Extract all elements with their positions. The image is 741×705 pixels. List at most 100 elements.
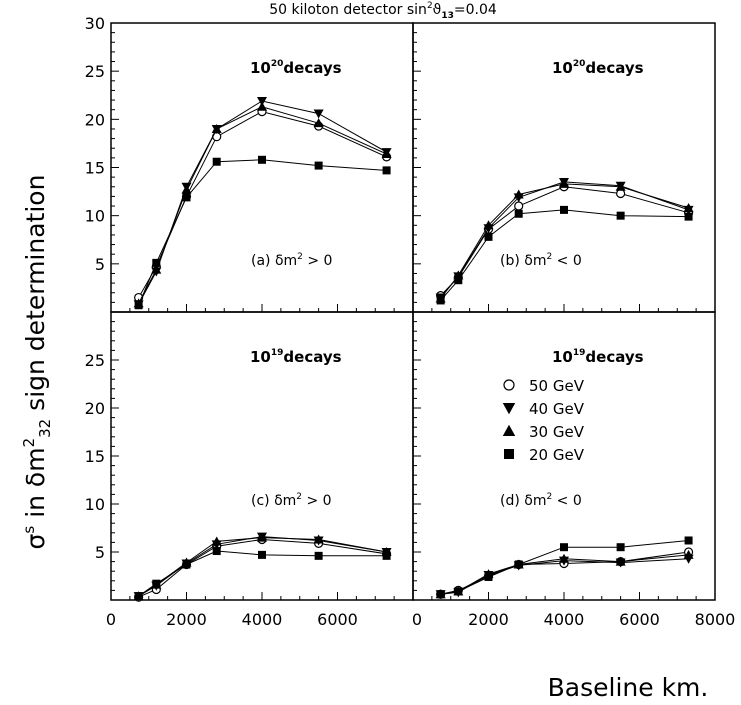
decays-label: 1020decays: [552, 59, 644, 77]
data-point: [616, 211, 625, 220]
y-tick-label: 10: [85, 495, 105, 514]
legend-label: 40 GeV: [529, 400, 585, 418]
series-line: [138, 106, 387, 304]
figure-title: 50 kiloton detector sin2ϑ13=0.04: [269, 1, 497, 21]
legend-entry: 40 GeV: [502, 400, 585, 418]
y-tick-label: 5: [95, 543, 105, 562]
series-40-gev: [133, 97, 392, 310]
data-point: [560, 543, 568, 552]
series-line: [138, 538, 387, 598]
series-line: [138, 100, 387, 305]
y-tick-label: 25: [85, 62, 105, 81]
series-20-gev: [134, 547, 391, 601]
data-point: [454, 587, 463, 596]
x-axis-label: Baseline km.: [548, 673, 709, 702]
data-point: [559, 553, 569, 563]
series-line: [440, 181, 689, 298]
data-point: [257, 97, 267, 107]
series-line: [138, 159, 387, 306]
legend-entry: 30 GeV: [502, 423, 585, 441]
series-20-gev: [436, 205, 693, 305]
series-30-gev: [133, 101, 392, 308]
x-tick-label: 8000: [695, 610, 736, 629]
data-point: [258, 550, 266, 559]
y-tick-label: 5: [95, 255, 105, 274]
y-tick-label: 20: [85, 110, 105, 129]
data-point: [684, 212, 693, 221]
data-point: [182, 560, 191, 569]
data-point: [211, 123, 222, 133]
panel-top-left: 5 10 15 20 25 30 1020decays (a) δm2 > 0: [85, 14, 414, 313]
case-label: (d) δm2 < 0: [500, 492, 582, 509]
series-30-gev: [435, 178, 694, 303]
y-tick-label: 25: [85, 351, 105, 370]
case-label: (c) δm2 > 0: [251, 492, 332, 509]
data-point: [212, 157, 221, 166]
x-tick-label: 0: [412, 610, 422, 629]
decays-label: 1020decays: [250, 59, 342, 77]
y-tick-label: 10: [85, 207, 105, 226]
data-point: [484, 572, 493, 581]
panel-bottom-left: 5 10 15 20 25 0 2000 4000 6000 1019decays (c) δm2 …: [85, 311, 414, 629]
data-point: [314, 161, 323, 170]
data-point: [684, 536, 693, 545]
data-point: [514, 209, 523, 218]
series-20-gev: [436, 536, 693, 599]
data-point: [152, 579, 161, 588]
data-point: [152, 258, 161, 267]
panels: 5 10 15 20 25 30 1020decays (a) δm2 > 0 1020deca…: [85, 14, 736, 629]
data-point: [182, 193, 191, 202]
legend: 50 GeV 40 GeV 30 GeV 20 GeV: [502, 377, 585, 464]
y-tick-label: 30: [85, 14, 105, 33]
x-tick-label: 6000: [317, 610, 358, 629]
data-point: [514, 560, 523, 569]
data-point: [258, 155, 266, 164]
data-point: [616, 543, 625, 552]
data-point: [513, 189, 524, 199]
data-point: [484, 232, 493, 241]
series-line: [440, 183, 689, 299]
decays-label: 1019decays: [552, 348, 644, 366]
series-50-gev: [436, 182, 694, 301]
data-point: [181, 184, 192, 194]
legend-label: 50 GeV: [529, 377, 585, 395]
data-point: [257, 532, 267, 542]
data-point: [151, 264, 162, 274]
data-point: [382, 166, 391, 175]
y-tick-label: 20: [85, 399, 105, 418]
data-point: [436, 590, 445, 599]
data-point: [313, 534, 324, 544]
x-tick-label: 4000: [242, 610, 283, 629]
data-point: [211, 536, 222, 546]
legend-marker: [502, 403, 516, 415]
y-axis-label: σs in δm232 sign determination: [20, 175, 54, 550]
data-point: [615, 181, 626, 191]
x-tick-label: 2000: [166, 610, 207, 629]
data-point: [683, 202, 694, 212]
data-point: [212, 547, 221, 556]
case-label: (a) δm2 > 0: [251, 252, 332, 269]
panel-bottom-right: 0 2000 4000 6000 8000 1019decays (d) δm2 < 0: [412, 311, 736, 629]
data-point: [454, 276, 463, 285]
y-tick-label: 15: [85, 159, 105, 178]
data-point: [313, 109, 324, 119]
data-point: [257, 101, 267, 111]
legend-marker: [503, 379, 515, 391]
series-line: [138, 111, 387, 298]
decays-label: 1019decays: [250, 348, 342, 366]
x-tick-label: 0: [106, 610, 116, 629]
legend-label: 20 GeV: [529, 446, 585, 464]
x-tick-label: 4000: [544, 610, 585, 629]
data-point: [134, 592, 143, 601]
case-label: (b) δm2 < 0: [500, 252, 582, 269]
data-point: [436, 296, 445, 305]
y-tick-label: 15: [85, 447, 105, 466]
series-line: [440, 186, 689, 296]
data-point: [314, 551, 323, 560]
panel-top-right: 1020decays (b) δm2 < 0: [412, 22, 716, 313]
series-50-gev: [134, 107, 392, 303]
legend-marker: [502, 424, 516, 436]
data-point: [483, 220, 494, 230]
data-point: [615, 556, 626, 566]
